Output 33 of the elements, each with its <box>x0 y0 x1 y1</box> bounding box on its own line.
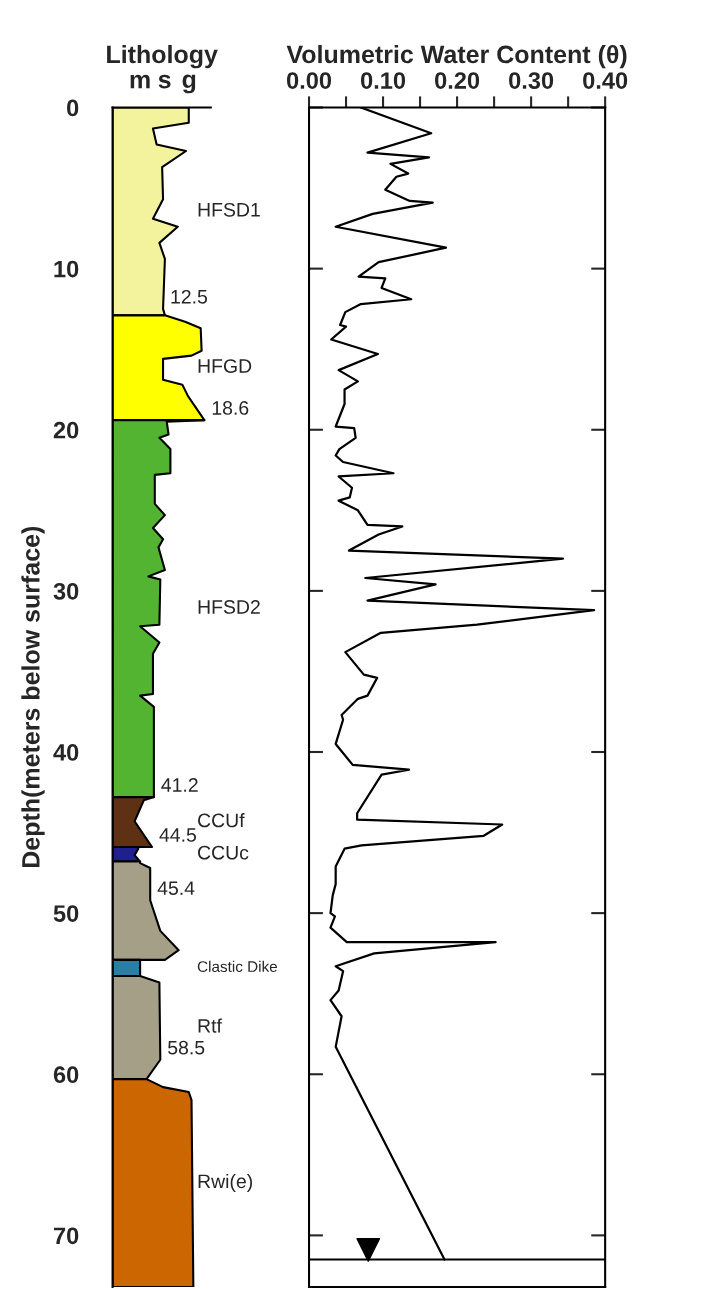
x-tick-label: 0.40 <box>583 72 628 89</box>
text: s <box>158 74 171 89</box>
y-tick-label: 20 <box>53 421 79 439</box>
x-tick-label: 0.20 <box>435 72 480 89</box>
x-tick-label: 0.30 <box>509 72 554 89</box>
y-axis-title: Depth(meters below surface) <box>21 526 45 868</box>
series-label: Rwi(e) <box>198 1173 253 1193</box>
series-label: HFSD1 <box>198 202 260 217</box>
annotation: 45.4 <box>157 881 195 896</box>
annotation: 41.2 <box>161 778 198 792</box>
y-tick-label: 50 <box>53 905 79 922</box>
y-tick-label: 60 <box>53 1066 79 1084</box>
x-tick-label: 0.10 <box>361 72 406 89</box>
chart-title: Volumetric Water Content (θ) <box>286 44 627 69</box>
y-tick-label: 0 <box>67 99 79 117</box>
y-tick-label: 10 <box>54 260 79 278</box>
annotation: 44.5 <box>159 828 197 842</box>
chart-title: Lithology <box>107 44 218 69</box>
text: Clastic Dike <box>197 960 278 973</box>
y-tick-label: 40 <box>53 744 79 761</box>
text: m <box>130 74 150 89</box>
series-label: HFGD <box>198 359 252 373</box>
y-tick-label: 70 <box>53 1227 79 1245</box>
x-tick-label: 0.00 <box>286 72 332 89</box>
series-label: HFSD2 <box>198 600 260 614</box>
annotation: 58.5 <box>168 1040 205 1055</box>
annotation: 12.5 <box>171 289 208 304</box>
text: CCUc <box>198 845 249 860</box>
text: g <box>182 74 196 94</box>
annotation: 18.6 <box>212 401 249 415</box>
text: CCUf <box>198 813 245 828</box>
series-label: Rtf <box>198 1018 222 1033</box>
y-tick-label: 30 <box>53 582 79 600</box>
